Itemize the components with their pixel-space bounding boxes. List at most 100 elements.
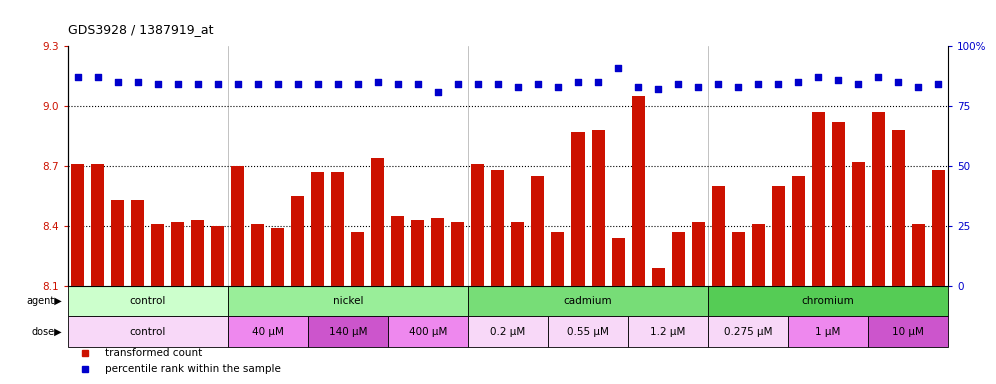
Point [370, 79, 385, 85]
Bar [228, 316, 308, 348]
Point [230, 81, 246, 88]
Bar [491, 170, 504, 285]
Point [550, 84, 566, 90]
Point [70, 74, 86, 80]
Point [790, 79, 806, 85]
Text: 0.55 μM: 0.55 μM [567, 327, 609, 337]
Point [770, 81, 786, 88]
Bar [292, 196, 305, 285]
Point [831, 76, 847, 83]
Point [450, 81, 466, 88]
Bar [631, 96, 644, 285]
Bar [211, 226, 224, 285]
Bar [228, 285, 468, 316]
Text: percentile rank within the sample: percentile rank within the sample [105, 364, 281, 374]
Bar [171, 222, 184, 285]
Bar [352, 232, 365, 285]
Bar [312, 172, 325, 285]
Bar [191, 220, 204, 285]
Bar [411, 220, 424, 285]
Text: 140 μM: 140 μM [329, 327, 368, 337]
Point [490, 81, 506, 88]
Point [470, 81, 486, 88]
Bar [391, 216, 404, 285]
Bar [812, 112, 825, 285]
Point [310, 81, 326, 88]
Bar [372, 158, 384, 285]
Point [890, 79, 906, 85]
Point [710, 81, 726, 88]
Bar [612, 238, 624, 285]
Bar [711, 186, 724, 285]
Bar [931, 170, 944, 285]
Point [610, 65, 625, 71]
Bar [708, 285, 948, 316]
Point [510, 84, 526, 90]
Point [210, 81, 226, 88]
Bar [872, 112, 884, 285]
Point [730, 84, 746, 90]
Point [350, 81, 366, 88]
Bar [891, 130, 904, 285]
Point [590, 79, 606, 85]
Text: 1 μM: 1 μM [816, 327, 841, 337]
Bar [572, 132, 585, 285]
Point [810, 74, 826, 80]
Text: agent▶: agent▶ [26, 296, 62, 306]
Bar [231, 166, 244, 285]
Bar [792, 176, 805, 285]
Point [910, 84, 926, 90]
Text: control: control [129, 327, 166, 337]
Bar [92, 164, 105, 285]
Point [670, 81, 686, 88]
Text: 0.2 μM: 0.2 μM [490, 327, 526, 337]
Text: 400 μM: 400 μM [408, 327, 447, 337]
Point [570, 79, 586, 85]
Text: transformed count: transformed count [105, 348, 202, 358]
Text: 10 μM: 10 μM [892, 327, 924, 337]
Bar [387, 316, 468, 348]
Bar [788, 316, 869, 348]
Point [390, 81, 406, 88]
Point [930, 81, 946, 88]
Bar [852, 162, 865, 285]
Point [851, 81, 867, 88]
Bar [552, 232, 565, 285]
Text: GDS3928 / 1387919_at: GDS3928 / 1387919_at [68, 23, 213, 36]
Bar [752, 223, 765, 285]
Bar [72, 164, 85, 285]
Bar [671, 232, 684, 285]
Text: 1.2 μM: 1.2 μM [650, 327, 685, 337]
Text: 40 μM: 40 μM [252, 327, 284, 337]
Bar [732, 232, 745, 285]
Point [90, 74, 106, 80]
Bar [68, 285, 228, 316]
Bar [251, 223, 264, 285]
Bar [651, 268, 664, 285]
Point [149, 81, 165, 88]
Text: control: control [129, 296, 166, 306]
Bar [691, 222, 704, 285]
Bar [468, 316, 548, 348]
Point [110, 79, 125, 85]
Point [530, 81, 546, 88]
Bar [832, 122, 845, 285]
Bar [532, 176, 545, 285]
Text: chromium: chromium [802, 296, 855, 306]
Bar [151, 223, 164, 285]
Bar [468, 285, 708, 316]
Bar [708, 316, 788, 348]
Point [270, 81, 286, 88]
Point [750, 81, 766, 88]
Text: 0.275 μM: 0.275 μM [724, 327, 772, 337]
Bar [271, 228, 284, 285]
Point [190, 81, 206, 88]
Point [630, 84, 646, 90]
Point [169, 81, 185, 88]
Bar [451, 222, 464, 285]
Text: dose▶: dose▶ [31, 327, 62, 337]
Bar [112, 200, 124, 285]
Bar [308, 316, 387, 348]
Bar [512, 222, 525, 285]
Bar [592, 130, 605, 285]
